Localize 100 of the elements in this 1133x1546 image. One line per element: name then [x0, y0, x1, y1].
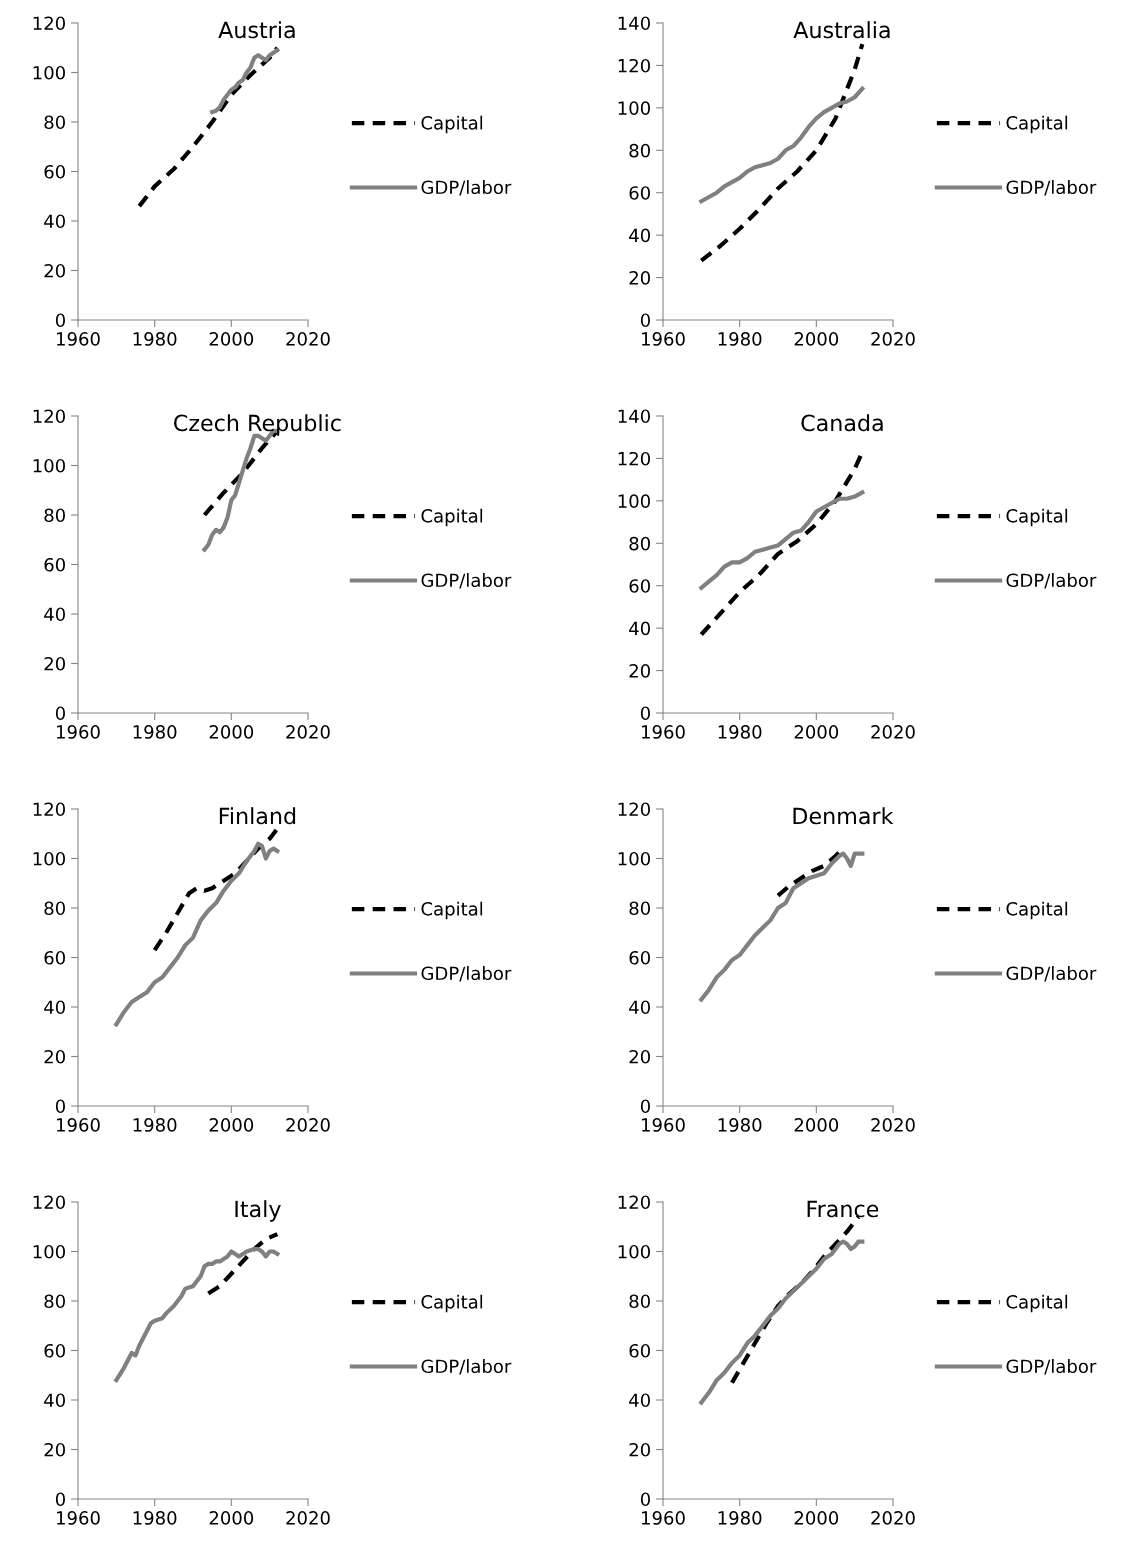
- x-tick-label: 2000: [209, 1511, 254, 1525]
- y-tick-label: 40: [44, 607, 65, 622]
- y-tick-label: 60: [629, 579, 650, 593]
- y-tick-label: 60: [44, 950, 65, 965]
- x-tick-label: 1980: [133, 1118, 177, 1132]
- x-tick-label: 2000: [209, 725, 254, 739]
- y-tick-label: 0: [640, 1492, 650, 1507]
- y-tick-label: 0: [55, 706, 65, 721]
- y-tick-label: 120: [33, 802, 65, 817]
- y-tick-label: 40: [44, 214, 65, 229]
- line-series: [699, 1239, 865, 1405]
- legend-label: GDP/labor: [1006, 966, 1097, 982]
- y-tick-label: 20: [629, 664, 650, 678]
- x-tick-label: 2020: [871, 332, 915, 346]
- y-tick-label: 80: [44, 1294, 65, 1309]
- x-tick-label: 2020: [286, 1511, 330, 1525]
- line-series: [114, 1246, 280, 1383]
- line-series: [206, 1232, 280, 1296]
- y-tick-label: 20: [629, 1442, 650, 1457]
- x-tick-label: 2020: [871, 725, 915, 739]
- y-tick-label: 80: [629, 536, 650, 551]
- chart-title: Australia: [793, 21, 890, 39]
- y-tick-label: 100: [618, 101, 650, 115]
- y-tick-label: 40: [629, 1000, 650, 1015]
- chart-title: Austria: [218, 21, 295, 39]
- x-tick-label: 2020: [286, 332, 330, 346]
- legend-label: Capital: [1006, 508, 1068, 527]
- line-series: [699, 851, 865, 1002]
- x-tick-label: 1960: [642, 1511, 685, 1525]
- y-tick-label: 120: [618, 451, 650, 466]
- y-tick-label: 100: [33, 65, 65, 80]
- legend-label: GDP/labor: [421, 573, 512, 589]
- y-tick-label: 100: [618, 851, 650, 866]
- x-tick-label: 2000: [794, 1118, 839, 1132]
- x-tick-label: 1960: [57, 1118, 100, 1132]
- x-tick-label: 1980: [718, 1118, 762, 1132]
- legend-label: GDP/labor: [421, 966, 512, 982]
- y-tick-label: 20: [44, 656, 65, 671]
- legend-label: Capital: [421, 115, 483, 134]
- legend-label: Capital: [1006, 901, 1068, 920]
- x-tick-label: 1980: [718, 1511, 762, 1525]
- y-tick-label: 80: [44, 508, 65, 523]
- chart-title: France: [807, 1200, 879, 1218]
- y-tick-label: 120: [618, 1195, 650, 1210]
- y-tick-label: 60: [629, 950, 650, 965]
- x-tick-label: 2000: [794, 725, 839, 739]
- x-tick-label: 2020: [286, 725, 330, 739]
- y-tick-label: 80: [629, 143, 650, 158]
- line-series: [699, 86, 865, 204]
- line-series: [210, 48, 280, 115]
- legend-label: Capital: [421, 901, 483, 920]
- y-tick-label: 120: [33, 16, 65, 31]
- y-tick-label: 80: [629, 1294, 650, 1309]
- legend-label: GDP/labor: [1006, 573, 1097, 589]
- x-tick-label: 2020: [286, 1118, 330, 1132]
- x-tick-label: 1980: [133, 332, 177, 346]
- y-tick-label: 80: [629, 901, 650, 916]
- y-tick-label: 40: [629, 228, 650, 243]
- line-series: [114, 841, 280, 1027]
- y-tick-label: 100: [618, 1244, 650, 1259]
- legend-label: Capital: [421, 508, 483, 527]
- x-tick-label: 1960: [642, 725, 685, 739]
- y-tick-label: 140: [618, 409, 650, 424]
- y-tick-label: 60: [44, 557, 65, 572]
- y-tick-label: 60: [629, 186, 650, 200]
- y-tick-label: 80: [44, 901, 65, 916]
- y-tick-label: 80: [44, 115, 65, 130]
- x-tick-label: 1980: [718, 725, 762, 739]
- y-tick-label: 40: [44, 1393, 65, 1408]
- y-tick-label: 20: [629, 1049, 650, 1064]
- legend-label: GDP/labor: [1006, 180, 1097, 196]
- x-tick-label: 2000: [794, 332, 839, 346]
- x-tick-label: 2000: [209, 332, 254, 346]
- x-tick-label: 2020: [871, 1511, 915, 1525]
- y-tick-label: 20: [629, 271, 650, 285]
- line-series: [137, 45, 280, 209]
- x-tick-label: 1960: [57, 725, 100, 739]
- legend-label: GDP/labor: [421, 1359, 512, 1375]
- x-tick-label: 1980: [718, 332, 762, 346]
- y-tick-label: 120: [33, 1195, 65, 1210]
- y-tick-label: 120: [33, 409, 65, 424]
- y-tick-label: 0: [640, 706, 650, 721]
- chart-title: Canada: [801, 414, 883, 432]
- y-tick-label: 0: [55, 1099, 65, 1114]
- line-series: [152, 826, 280, 953]
- y-tick-label: 100: [33, 851, 65, 866]
- chart-title: Italy: [235, 1200, 281, 1222]
- x-tick-label: 1960: [642, 332, 685, 346]
- y-tick-label: 100: [618, 494, 650, 508]
- y-tick-label: 100: [33, 458, 65, 473]
- y-tick-label: 0: [640, 1099, 650, 1114]
- y-tick-label: 0: [55, 1492, 65, 1507]
- y-tick-label: 20: [44, 1049, 65, 1064]
- chart-title: Czech Republic: [174, 414, 341, 436]
- y-tick-label: 60: [44, 1343, 65, 1358]
- chart-title: Finland: [219, 807, 296, 825]
- y-tick-label: 120: [618, 58, 650, 73]
- y-tick-label: 60: [629, 1343, 650, 1358]
- y-tick-label: 40: [629, 1393, 650, 1408]
- x-tick-label: 1960: [57, 332, 100, 346]
